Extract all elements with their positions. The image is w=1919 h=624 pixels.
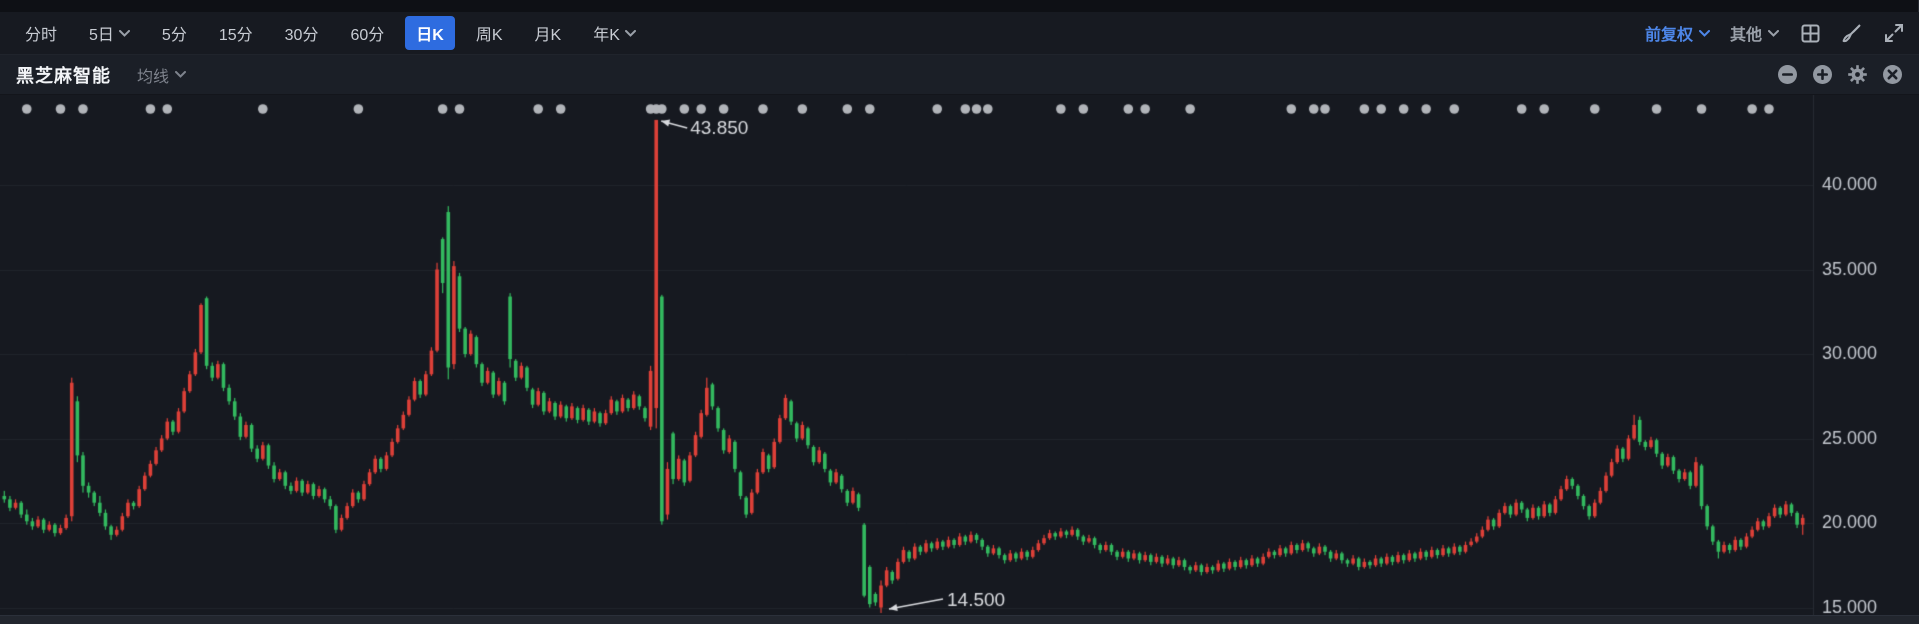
period-tab-8[interactable]: 月K [524,16,573,50]
period-tab-label: 日K [416,27,444,44]
period-tab-label: 30分 [284,27,319,44]
period-tab-label: 15分 [218,27,253,44]
other-label: 其他 [1729,27,1762,44]
period-tab-1[interactable]: 5日 [78,16,141,50]
zoom-in-button[interactable] [1811,64,1833,86]
expand-icon [1885,24,1903,42]
adjust-label: 前复权 [1644,27,1693,44]
chart-header-controls [1776,64,1903,86]
other-dropdown[interactable]: 其他 [1730,21,1779,45]
minus-circle-icon [1777,65,1797,84]
period-tab-2[interactable]: 5分 [151,16,198,50]
period-tab-label: 5分 [161,27,187,44]
period-tabs: 分时 5日 5分 15分 30分 60分 日K 周K 月K 年K [14,16,647,50]
period-tab-6[interactable]: 日K [405,16,455,50]
toolbar-right-controls: 前复权 其他 [1645,21,1905,45]
period-tab-9[interactable]: 年K [582,16,647,50]
brush-icon [1842,24,1861,43]
close-chart-button[interactable] [1881,64,1903,86]
window-top-strip [0,0,1919,12]
stock-name: 黑芝麻智能 [16,65,111,86]
period-toolbar: 分时 5日 5分 15分 30分 60分 日K 周K 月K 年K 前复权 其他 [0,12,1919,55]
ma-label: 均线 [137,68,170,86]
chevron-down-icon [1768,29,1779,37]
period-tab-label: 周K [475,27,503,44]
chevron-down-icon [175,71,187,78]
period-tab-5[interactable]: 60分 [339,16,395,50]
draw-brush-button[interactable] [1841,22,1863,44]
fullscreen-button[interactable] [1883,22,1905,44]
adjust-dropdown[interactable]: 前复权 [1645,21,1710,45]
period-tab-0[interactable]: 分时 [14,16,68,50]
period-tab-label: 年K [593,27,620,44]
layout-grid-button[interactable] [1799,22,1821,44]
gear-icon [1847,65,1867,84]
period-tab-7[interactable]: 周K [465,16,514,50]
candlestick-chart-area[interactable] [0,95,1919,615]
volume-panel-edge [0,615,1919,624]
close-circle-icon [1882,65,1902,84]
candlestick-canvas[interactable] [0,95,1919,615]
period-tab-label: 分时 [25,27,58,44]
chevron-down-icon [118,29,130,37]
period-tab-label: 5日 [89,27,114,44]
period-tab-3[interactable]: 15分 [208,16,264,50]
period-tab-4[interactable]: 30分 [274,16,330,50]
chart-header: 黑芝麻智能 均线 [0,55,1919,95]
ma-dropdown[interactable]: 均线 [137,63,187,87]
chart-settings-button[interactable] [1846,64,1868,86]
plus-circle-icon [1812,65,1832,84]
chevron-down-icon [624,29,636,37]
layout-grid-icon [1801,24,1819,42]
zoom-out-button[interactable] [1776,64,1798,86]
period-tab-label: 月K [534,27,562,44]
period-tab-label: 60分 [350,27,385,44]
chevron-down-icon [1698,29,1710,37]
